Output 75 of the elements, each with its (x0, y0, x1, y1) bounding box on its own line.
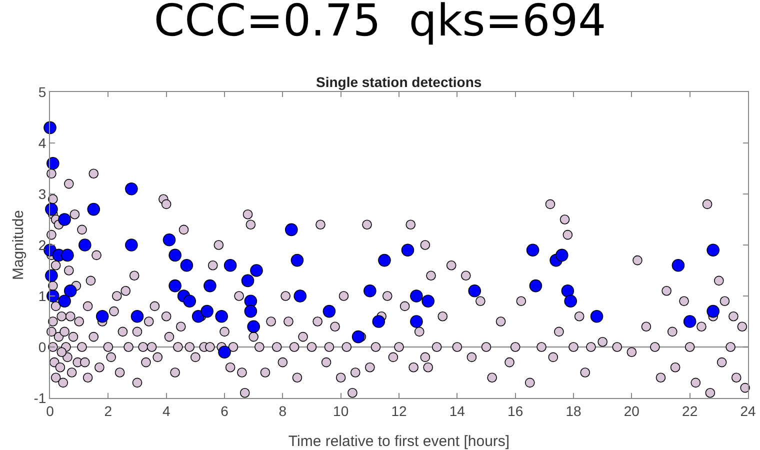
x-tick-label: 10 (333, 402, 349, 419)
x-tick-label: 8 (278, 402, 287, 419)
point (555, 248, 568, 262)
point (247, 320, 260, 333)
point (322, 304, 336, 318)
point (241, 274, 254, 288)
point (378, 254, 391, 267)
point (468, 284, 482, 298)
point (130, 310, 144, 323)
point (422, 294, 434, 308)
x-tick-label: 22 (682, 402, 698, 419)
point (46, 157, 60, 170)
y-tick-label: -1 (34, 390, 46, 406)
point (44, 121, 56, 134)
point (564, 294, 577, 308)
x-tick-label: 4 (162, 402, 170, 419)
y-tick-label: 0 (38, 338, 46, 355)
point (204, 279, 216, 292)
point (590, 310, 604, 323)
y-tick-label: 2 (38, 236, 46, 253)
point (526, 244, 540, 256)
point (168, 279, 182, 292)
x-tick-label: 6 (220, 402, 229, 419)
point (45, 269, 58, 282)
point (250, 264, 263, 277)
point (168, 248, 182, 262)
point (529, 279, 542, 292)
y-tick-label: 4 (38, 134, 46, 151)
x-tick-label: 12 (391, 402, 407, 419)
point (78, 238, 92, 252)
x-tick-label: 24 (740, 402, 756, 419)
point (215, 310, 228, 323)
x-tick-label: 2 (104, 402, 112, 419)
point (224, 259, 237, 272)
y-tick-label: 3 (38, 186, 46, 202)
point (290, 254, 304, 267)
point (162, 234, 176, 246)
x-tick-label: 16 (508, 402, 524, 419)
point (125, 238, 138, 252)
point (45, 202, 58, 216)
chart-subtitle: Single station detections (316, 74, 482, 90)
point (96, 310, 109, 323)
chart-title: CCC=0.75 qks=694 (154, 0, 606, 46)
x-tick-label: 14 (449, 402, 466, 419)
point (200, 304, 214, 318)
point (284, 223, 298, 236)
point (706, 304, 720, 318)
point (61, 248, 74, 262)
point (672, 259, 685, 272)
point (64, 284, 77, 298)
point (561, 284, 574, 298)
x-tick-label: 20 (624, 402, 640, 419)
y-axis-title: Magnitude (10, 210, 27, 280)
point (87, 202, 100, 216)
point (401, 244, 414, 256)
point (218, 346, 231, 358)
point (410, 315, 423, 328)
point (352, 330, 365, 344)
point (58, 213, 71, 226)
point (125, 182, 138, 196)
point (683, 315, 696, 328)
y-tick-label: 5 (38, 84, 46, 100)
x-tick-label: 18 (566, 402, 582, 419)
point (244, 294, 258, 308)
point (244, 304, 258, 318)
point (372, 315, 386, 328)
point (294, 290, 307, 302)
x-axis-title: Time relative to first event [hours] (288, 433, 510, 450)
point (58, 294, 71, 308)
point (183, 294, 196, 308)
point (706, 244, 720, 256)
point (180, 259, 194, 272)
y-tick-label: 1 (38, 288, 46, 304)
point (364, 284, 376, 298)
point (410, 290, 423, 302)
